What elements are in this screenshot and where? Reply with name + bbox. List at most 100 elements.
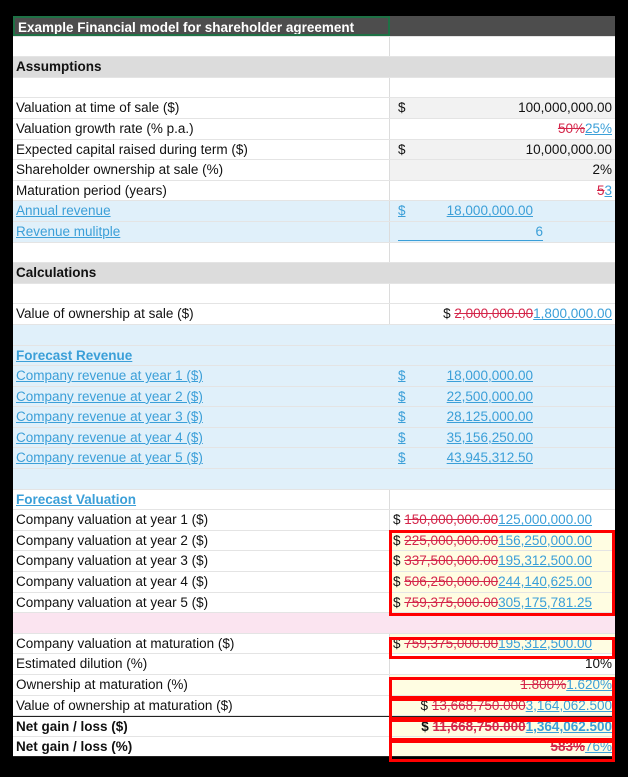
result-row-total: Net gain / loss ($) $ 11,668,750.000 1,36… xyxy=(13,716,615,737)
row-label[interactable]: Annual revenue xyxy=(13,201,390,221)
value-cell[interactable]: 10% xyxy=(390,654,615,674)
value-cell[interactable]: $ 2,000,000.00 1,800,000.00 xyxy=(390,304,615,324)
assumption-row-inserted: Annual revenue $ 18,000,000.00 xyxy=(13,201,615,222)
cell[interactable] xyxy=(13,283,390,304)
cell[interactable] xyxy=(13,469,390,489)
cell[interactable] xyxy=(390,324,615,345)
cell[interactable] xyxy=(13,242,390,263)
cell[interactable] xyxy=(13,77,390,98)
value-cell[interactable]: $ 225,000,000.00 156,250,000.00 xyxy=(390,530,615,551)
currency-symbol: $ xyxy=(398,388,406,404)
value-cell[interactable]: $ 759,375,000.00 305,175,781.25 xyxy=(390,592,615,613)
row-label[interactable]: Value of ownership at maturation ($) xyxy=(13,695,390,716)
row-label[interactable]: Expected capital raised during term ($) xyxy=(13,139,390,160)
valuation-row: Company valuation at year 4 ($) $ 506,25… xyxy=(13,572,615,593)
row-label[interactable]: Company valuation at year 5 ($) xyxy=(13,592,390,613)
assumption-row: Shareholder ownership at sale (%) 2% xyxy=(13,160,615,181)
cell[interactable] xyxy=(13,613,390,633)
row-label[interactable]: Revenue mulitple xyxy=(13,221,390,242)
row-label[interactable]: Estimated dilution (%) xyxy=(13,654,390,674)
row-label[interactable]: Company valuation at year 1 ($) xyxy=(13,510,390,530)
value-cell[interactable]: $28,125,000.00 xyxy=(390,407,615,427)
value-cell[interactable]: $ 759,375,000.00 195,312,500.00 xyxy=(390,633,615,654)
row-label[interactable]: Net gain / loss ($) xyxy=(13,717,390,736)
cell[interactable] xyxy=(390,57,615,77)
revenue-row: Company revenue at year 4 ($) $35,156,25… xyxy=(13,427,615,449)
currency-symbol: $ xyxy=(398,409,406,425)
revenue-row: Company revenue at year 3 ($) $28,125,00… xyxy=(13,407,615,428)
row-label[interactable]: Company valuation at year 3 ($) xyxy=(13,551,390,572)
value-cell[interactable]: 6 xyxy=(390,221,615,242)
row-label[interactable]: Valuation growth rate (% p.a.) xyxy=(13,118,390,139)
row-label[interactable]: Shareholder ownership at sale (%) xyxy=(13,160,390,180)
cell[interactable] xyxy=(390,283,615,304)
currency-symbol: $ xyxy=(398,203,406,219)
cell[interactable] xyxy=(390,613,615,633)
value-cell[interactable]: $22,500,000.00 xyxy=(390,386,615,407)
result-row-total: Net gain / loss (%) 583% 76% xyxy=(13,736,615,758)
currency-symbol: $ xyxy=(398,100,406,116)
row-label[interactable]: Value of ownership at sale ($) xyxy=(13,304,390,324)
value-cell[interactable]: $ 11,668,750.000 1,364,062.500 xyxy=(390,717,615,736)
cell[interactable] xyxy=(390,36,615,57)
row-label[interactable]: Company valuation at maturation ($) xyxy=(13,633,390,654)
value-cell[interactable]: 583% 76% xyxy=(390,736,615,757)
currency-symbol: $ xyxy=(421,719,429,735)
currency-symbol: $ xyxy=(393,532,401,548)
cell[interactable] xyxy=(390,469,615,489)
row-label[interactable]: Company revenue at year 5 ($) xyxy=(13,448,390,469)
row-label[interactable]: Ownership at maturation (%) xyxy=(13,675,390,695)
cell[interactable] xyxy=(390,263,615,283)
currency-symbol: $ xyxy=(393,574,401,590)
row-label[interactable]: Company valuation at year 2 ($) xyxy=(13,530,390,551)
cell[interactable] xyxy=(390,77,615,98)
row-label[interactable]: Company revenue at year 2 ($) xyxy=(13,386,390,407)
value-cell[interactable]: $ 13,668,750.000 3,164,062.500 xyxy=(390,695,615,716)
value-cell[interactable]: $18,000,000.00 xyxy=(390,366,615,386)
inserted-value: 195,312,500.00 xyxy=(498,635,592,651)
value: 2% xyxy=(592,162,612,178)
section-heading[interactable]: Calculations xyxy=(13,263,390,283)
deleted-value: 2,000,000.00 xyxy=(454,306,534,322)
cell[interactable] xyxy=(13,36,390,57)
subsection-heading[interactable]: Forecast Revenue xyxy=(13,345,390,366)
value: 22,500,000.00 xyxy=(446,388,533,404)
row-label[interactable]: Company valuation at year 4 ($) xyxy=(13,572,390,592)
inserted-value: 76% xyxy=(584,738,612,754)
cell[interactable] xyxy=(390,242,615,263)
value-cell[interactable]: $ 10,000,000.00 xyxy=(390,139,615,160)
value-cell[interactable]: $ 506,250,000.00 244,140,625.00 xyxy=(390,572,615,592)
value-cell[interactable]: $ 150,000,000.00 125,000,000.00 xyxy=(390,510,615,530)
sheet-title-cell[interactable]: Example Financial model for shareholder … xyxy=(13,16,390,36)
subsection-forecast-valuation: Forecast Valuation xyxy=(13,489,615,511)
subsection-heading[interactable]: Forecast Valuation xyxy=(13,489,390,510)
value-cell[interactable]: $ 100,000,000.00 xyxy=(390,98,615,118)
row-label[interactable]: Company revenue at year 1 ($) xyxy=(13,366,390,386)
inserted-value: 125,000,000.00 xyxy=(498,512,592,528)
section-calculations: Calculations xyxy=(13,263,615,284)
assumption-row-inserted: Revenue mulitple 6 xyxy=(13,221,615,243)
value-cell[interactable]: $35,156,250.00 xyxy=(390,427,615,448)
cell[interactable] xyxy=(390,345,615,366)
heading-text: Forecast Revenue xyxy=(16,347,133,363)
label-text: Company revenue at year 1 ($) xyxy=(16,368,203,384)
section-heading[interactable]: Assumptions xyxy=(13,57,390,77)
assumption-row: Maturation period (years) 5 3 xyxy=(13,180,615,202)
value-cell[interactable]: $43,945,312.50 xyxy=(390,448,615,469)
value-cell[interactable]: $ 337,500,000.00 195,312,500.00 xyxy=(390,551,615,572)
value-cell[interactable]: 50% 25% xyxy=(390,118,615,139)
valuation-row: Company valuation at year 3 ($) $ 337,50… xyxy=(13,551,615,573)
row-label[interactable]: Maturation period (years) xyxy=(13,180,390,201)
value-cell[interactable]: 5 3 xyxy=(390,180,615,201)
value-cell[interactable]: $ 18,000,000.00 xyxy=(390,201,615,221)
row-label[interactable]: Company revenue at year 4 ($) xyxy=(13,427,390,448)
row-label[interactable]: Valuation at time of sale ($) xyxy=(13,98,390,118)
value-cell[interactable]: 1.800% 1.620% xyxy=(390,675,615,695)
title-empty-cell[interactable] xyxy=(390,16,615,36)
value-cell[interactable]: 2% xyxy=(390,160,615,180)
row-label[interactable]: Net gain / loss (%) xyxy=(13,736,390,757)
cell[interactable] xyxy=(13,324,390,345)
cell[interactable] xyxy=(390,489,615,510)
row-label[interactable]: Company revenue at year 3 ($) xyxy=(13,407,390,427)
subsection-forecast-revenue: Forecast Revenue xyxy=(13,345,615,367)
